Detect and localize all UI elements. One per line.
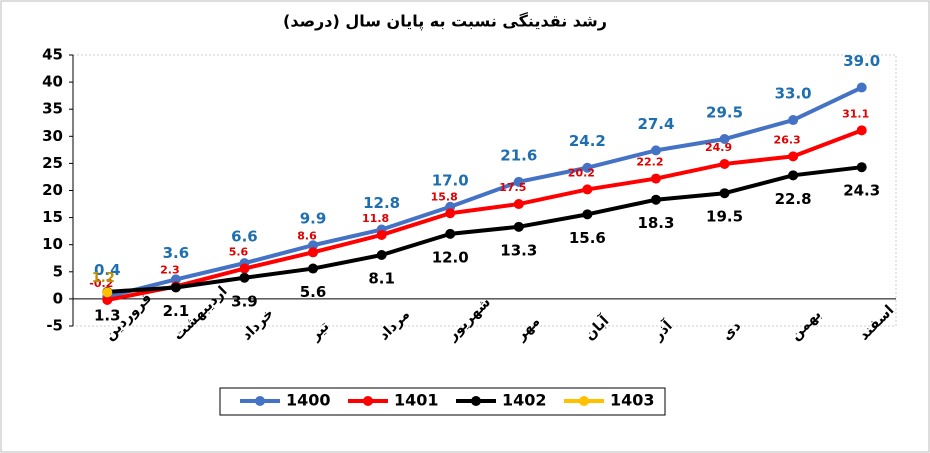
data-point xyxy=(719,134,730,145)
data-label: 15.8 xyxy=(431,190,458,203)
data-label: 26.3 xyxy=(774,133,801,146)
data-label: 1.3 xyxy=(94,306,121,324)
data-point xyxy=(856,82,867,93)
series-line xyxy=(106,128,863,302)
y-tick-label: 0 xyxy=(53,289,63,307)
data-point xyxy=(513,199,524,210)
data-point xyxy=(582,162,593,173)
data-label: 0.4 xyxy=(94,261,121,279)
data-point xyxy=(445,228,456,239)
data-point xyxy=(170,282,181,293)
data-label: 11.8 xyxy=(362,212,389,225)
data-point xyxy=(513,221,524,232)
data-point xyxy=(308,247,319,258)
data-label: 24.9 xyxy=(705,141,732,154)
data-label: 33.0 xyxy=(775,85,812,103)
data-label: 1.2 xyxy=(92,271,115,286)
chart-title: رشد نقدینگی نسبت به پایان سال (درصد) xyxy=(283,12,607,32)
data-label: 5.6 xyxy=(300,283,327,301)
data-label: 17.0 xyxy=(432,171,469,189)
data-label: 2.3 xyxy=(160,263,180,276)
data-label: 3.9 xyxy=(231,292,258,310)
data-point xyxy=(582,184,593,195)
data-label: 6.6 xyxy=(231,228,258,246)
series-line xyxy=(107,165,862,294)
series-line xyxy=(106,85,863,299)
data-label: 17.5 xyxy=(499,181,526,194)
data-point xyxy=(788,170,799,181)
data-point xyxy=(376,249,387,260)
data-point xyxy=(650,194,661,205)
data-label: 21.6 xyxy=(500,146,537,164)
data-label: -0.2 xyxy=(89,277,113,290)
legend-label: 1400 xyxy=(286,391,331,410)
data-point xyxy=(239,272,250,283)
data-label: 39.0 xyxy=(843,52,880,70)
data-label: 12.0 xyxy=(432,248,469,266)
legend-label: 1403 xyxy=(610,391,655,410)
legend-marker xyxy=(255,396,265,406)
data-point xyxy=(856,125,867,136)
data-point xyxy=(308,240,319,251)
data-point xyxy=(582,209,593,220)
data-point xyxy=(308,263,319,274)
data-point xyxy=(102,294,113,305)
data-label: 24.3 xyxy=(843,182,880,200)
data-point xyxy=(719,188,730,199)
data-label: 22.2 xyxy=(636,156,663,169)
legend-label: 1401 xyxy=(394,391,439,410)
data-label: 18.3 xyxy=(637,214,674,232)
y-tick-label: 40 xyxy=(42,73,63,91)
y-tick-label: 35 xyxy=(42,100,63,118)
data-label: 8.6 xyxy=(297,229,317,242)
data-label: 29.5 xyxy=(706,104,743,122)
data-label: 3.6 xyxy=(163,244,190,262)
data-label: 9.9 xyxy=(300,210,327,228)
data-label: 24.2 xyxy=(569,132,606,150)
data-label: 8.1 xyxy=(368,269,395,287)
legend-label: 1402 xyxy=(502,391,547,410)
data-label: 22.8 xyxy=(775,190,812,208)
data-label: 31.1 xyxy=(842,107,869,120)
data-point xyxy=(102,287,113,298)
data-label: 13.3 xyxy=(500,241,537,259)
data-label: 15.6 xyxy=(569,229,606,247)
y-tick-label: 10 xyxy=(42,235,63,253)
legend-marker xyxy=(579,396,589,406)
data-point xyxy=(788,151,799,162)
data-label: 27.4 xyxy=(637,115,674,133)
data-point xyxy=(239,263,250,274)
y-tick-label: 5 xyxy=(53,262,63,280)
data-point xyxy=(788,115,799,126)
data-label: 2.1 xyxy=(163,302,190,320)
data-point xyxy=(445,208,456,219)
legend-marker xyxy=(363,396,373,406)
data-point xyxy=(719,158,730,169)
data-point xyxy=(650,145,661,156)
data-point xyxy=(650,173,661,184)
data-point xyxy=(376,229,387,240)
data-label: 5.6 xyxy=(229,246,249,259)
legend-marker xyxy=(471,396,481,406)
y-tick-label: 30 xyxy=(42,127,63,145)
data-point xyxy=(856,162,867,173)
y-tick-label: 20 xyxy=(42,181,63,199)
data-label: 20.2 xyxy=(568,166,595,179)
y-tick-label: -5 xyxy=(46,317,63,335)
data-label: 12.8 xyxy=(363,194,400,212)
y-tick-label: 25 xyxy=(42,154,63,172)
data-point xyxy=(170,274,181,285)
data-label: 19.5 xyxy=(706,208,743,226)
y-tick-label: 45 xyxy=(42,46,63,64)
data-point xyxy=(513,176,524,187)
y-tick-label: 15 xyxy=(42,208,63,226)
